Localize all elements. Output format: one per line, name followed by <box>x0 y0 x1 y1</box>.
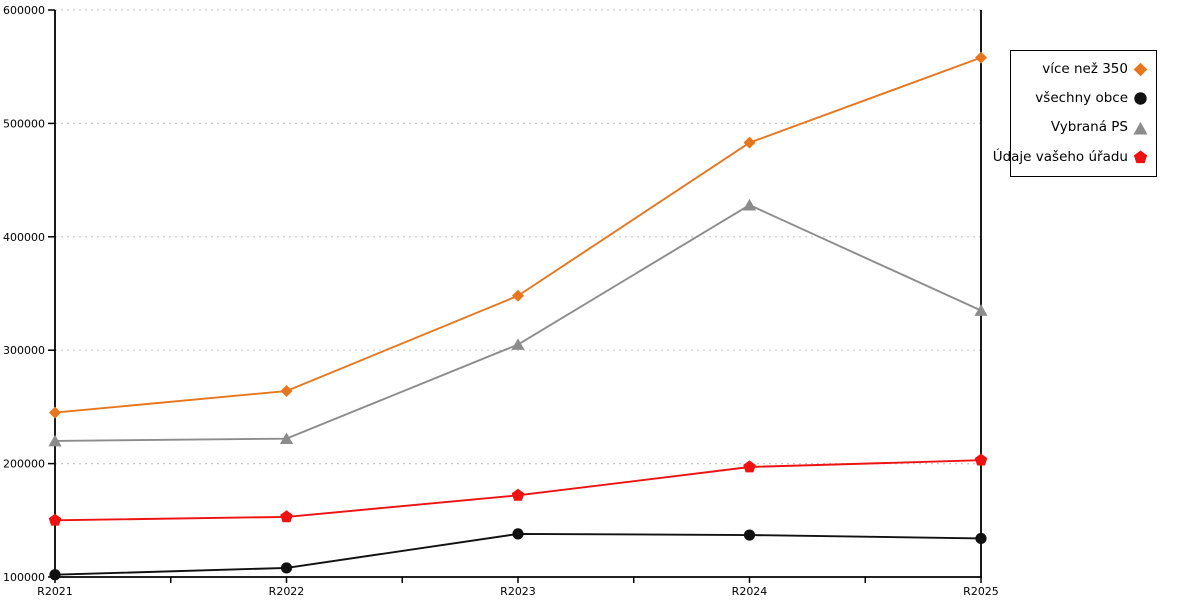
x-tick-label: R2023 <box>500 585 536 598</box>
data-point-pentagon <box>48 513 62 526</box>
data-point-triangle <box>48 434 62 447</box>
legend-item-vsechny-obce: všechny obce <box>1017 91 1148 106</box>
pentagon-icon <box>1133 150 1148 164</box>
series-line-diamond <box>54 56 982 414</box>
data-point-circle <box>975 532 987 545</box>
data-point-circle <box>743 529 756 541</box>
x-tick-label: R2021 <box>37 585 73 598</box>
legend-label: Vybraná PS <box>1050 119 1128 136</box>
legend-item-udaje-vaseho-uradu: Údaje vašeho úřadu <box>993 150 1148 165</box>
legend-label: všechny obce <box>1035 90 1128 107</box>
y-tick-label: 600000 <box>3 4 45 17</box>
data-point-circle <box>280 562 293 574</box>
legend-item-vybrana-ps: Vybraná PS <box>1017 121 1148 136</box>
data-point-diamond <box>975 51 987 64</box>
triangle-icon <box>1133 121 1148 135</box>
series-line-triangle <box>54 204 982 442</box>
y-tick-label: 400000 <box>3 231 45 244</box>
chart-legend: více než 350 všechny obce Vybraná PS Úda… <box>993 50 1157 177</box>
data-point-circle <box>49 569 61 581</box>
data-point-triangle <box>279 432 294 445</box>
y-tick-label: 200000 <box>3 458 45 471</box>
diamond-icon <box>1133 62 1148 77</box>
series-line-circle <box>54 532 982 576</box>
data-point-pentagon <box>511 488 525 501</box>
data-point-pentagon <box>743 460 756 473</box>
x-tick-label: R2025 <box>963 585 999 598</box>
legend-item-vice-nez-350: více než 350 <box>1017 62 1148 77</box>
data-point-pentagon <box>280 510 293 523</box>
data-point-triangle <box>511 338 525 350</box>
circle-icon <box>1134 92 1147 106</box>
y-tick-label: 500000 <box>3 117 45 130</box>
data-point-diamond <box>743 136 756 149</box>
data-point-diamond <box>512 289 524 302</box>
data-point-diamond <box>280 385 293 398</box>
data-point-circle <box>512 528 524 540</box>
data-point-diamond <box>49 406 61 419</box>
legend-label: více než 350 <box>1042 60 1128 77</box>
data-point-pentagon <box>974 453 988 466</box>
legend-label: Údaje vašeho úřadu <box>992 148 1128 165</box>
y-tick-label: 300000 <box>3 344 45 357</box>
x-tick-label: R2024 <box>732 585 768 598</box>
x-tick-label: R2022 <box>269 585 305 598</box>
data-point-triangle <box>974 304 988 316</box>
y-tick-label: 100000 <box>3 571 45 584</box>
data-point-triangle <box>742 198 757 211</box>
